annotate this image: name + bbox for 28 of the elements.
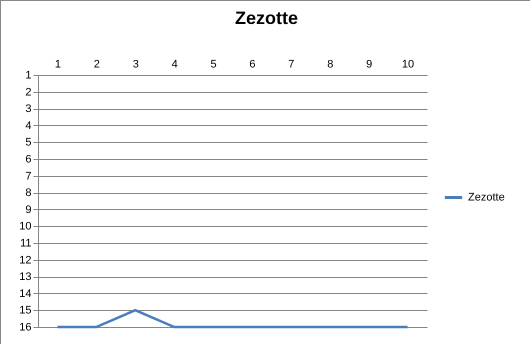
y-tick-label: 4 xyxy=(25,120,32,132)
y-tick-label: 8 xyxy=(25,187,32,200)
x-tick-label: 6 xyxy=(249,58,256,70)
y-tick-label: 14 xyxy=(19,288,32,300)
y-tick-label: 11 xyxy=(20,238,32,250)
x-tick-label: 7 xyxy=(288,58,294,70)
legend-label: Zezotte xyxy=(468,192,505,204)
x-tick-label: 10 xyxy=(402,58,414,70)
chart-title: Zezotte xyxy=(235,8,298,28)
y-tick-label: 15 xyxy=(19,304,32,317)
y-tick-label: 9 xyxy=(25,204,32,216)
x-tick-label: 8 xyxy=(327,58,334,70)
y-tick-label: 6 xyxy=(25,154,32,166)
x-tick-label: 1 xyxy=(54,58,62,70)
x-tick-label: 2 xyxy=(94,58,100,70)
y-tick-label: 13 xyxy=(19,271,32,284)
y-tick-label: 7 xyxy=(25,170,32,182)
x-tick-label: 5 xyxy=(210,58,217,70)
x-tick-label: 4 xyxy=(172,58,178,70)
y-tick-label: 5 xyxy=(25,136,32,149)
x-tick-label: 9 xyxy=(366,58,372,70)
y-tick-label: 16 xyxy=(19,322,32,334)
y-tick-label: 1 xyxy=(25,70,32,82)
y-tick-label: 12 xyxy=(19,254,32,266)
y-tick-label: 2 xyxy=(25,86,32,98)
y-tick-label: 3 xyxy=(25,103,32,116)
y-tick-label: 10 xyxy=(19,220,32,233)
x-tick-label: 3 xyxy=(132,58,139,70)
